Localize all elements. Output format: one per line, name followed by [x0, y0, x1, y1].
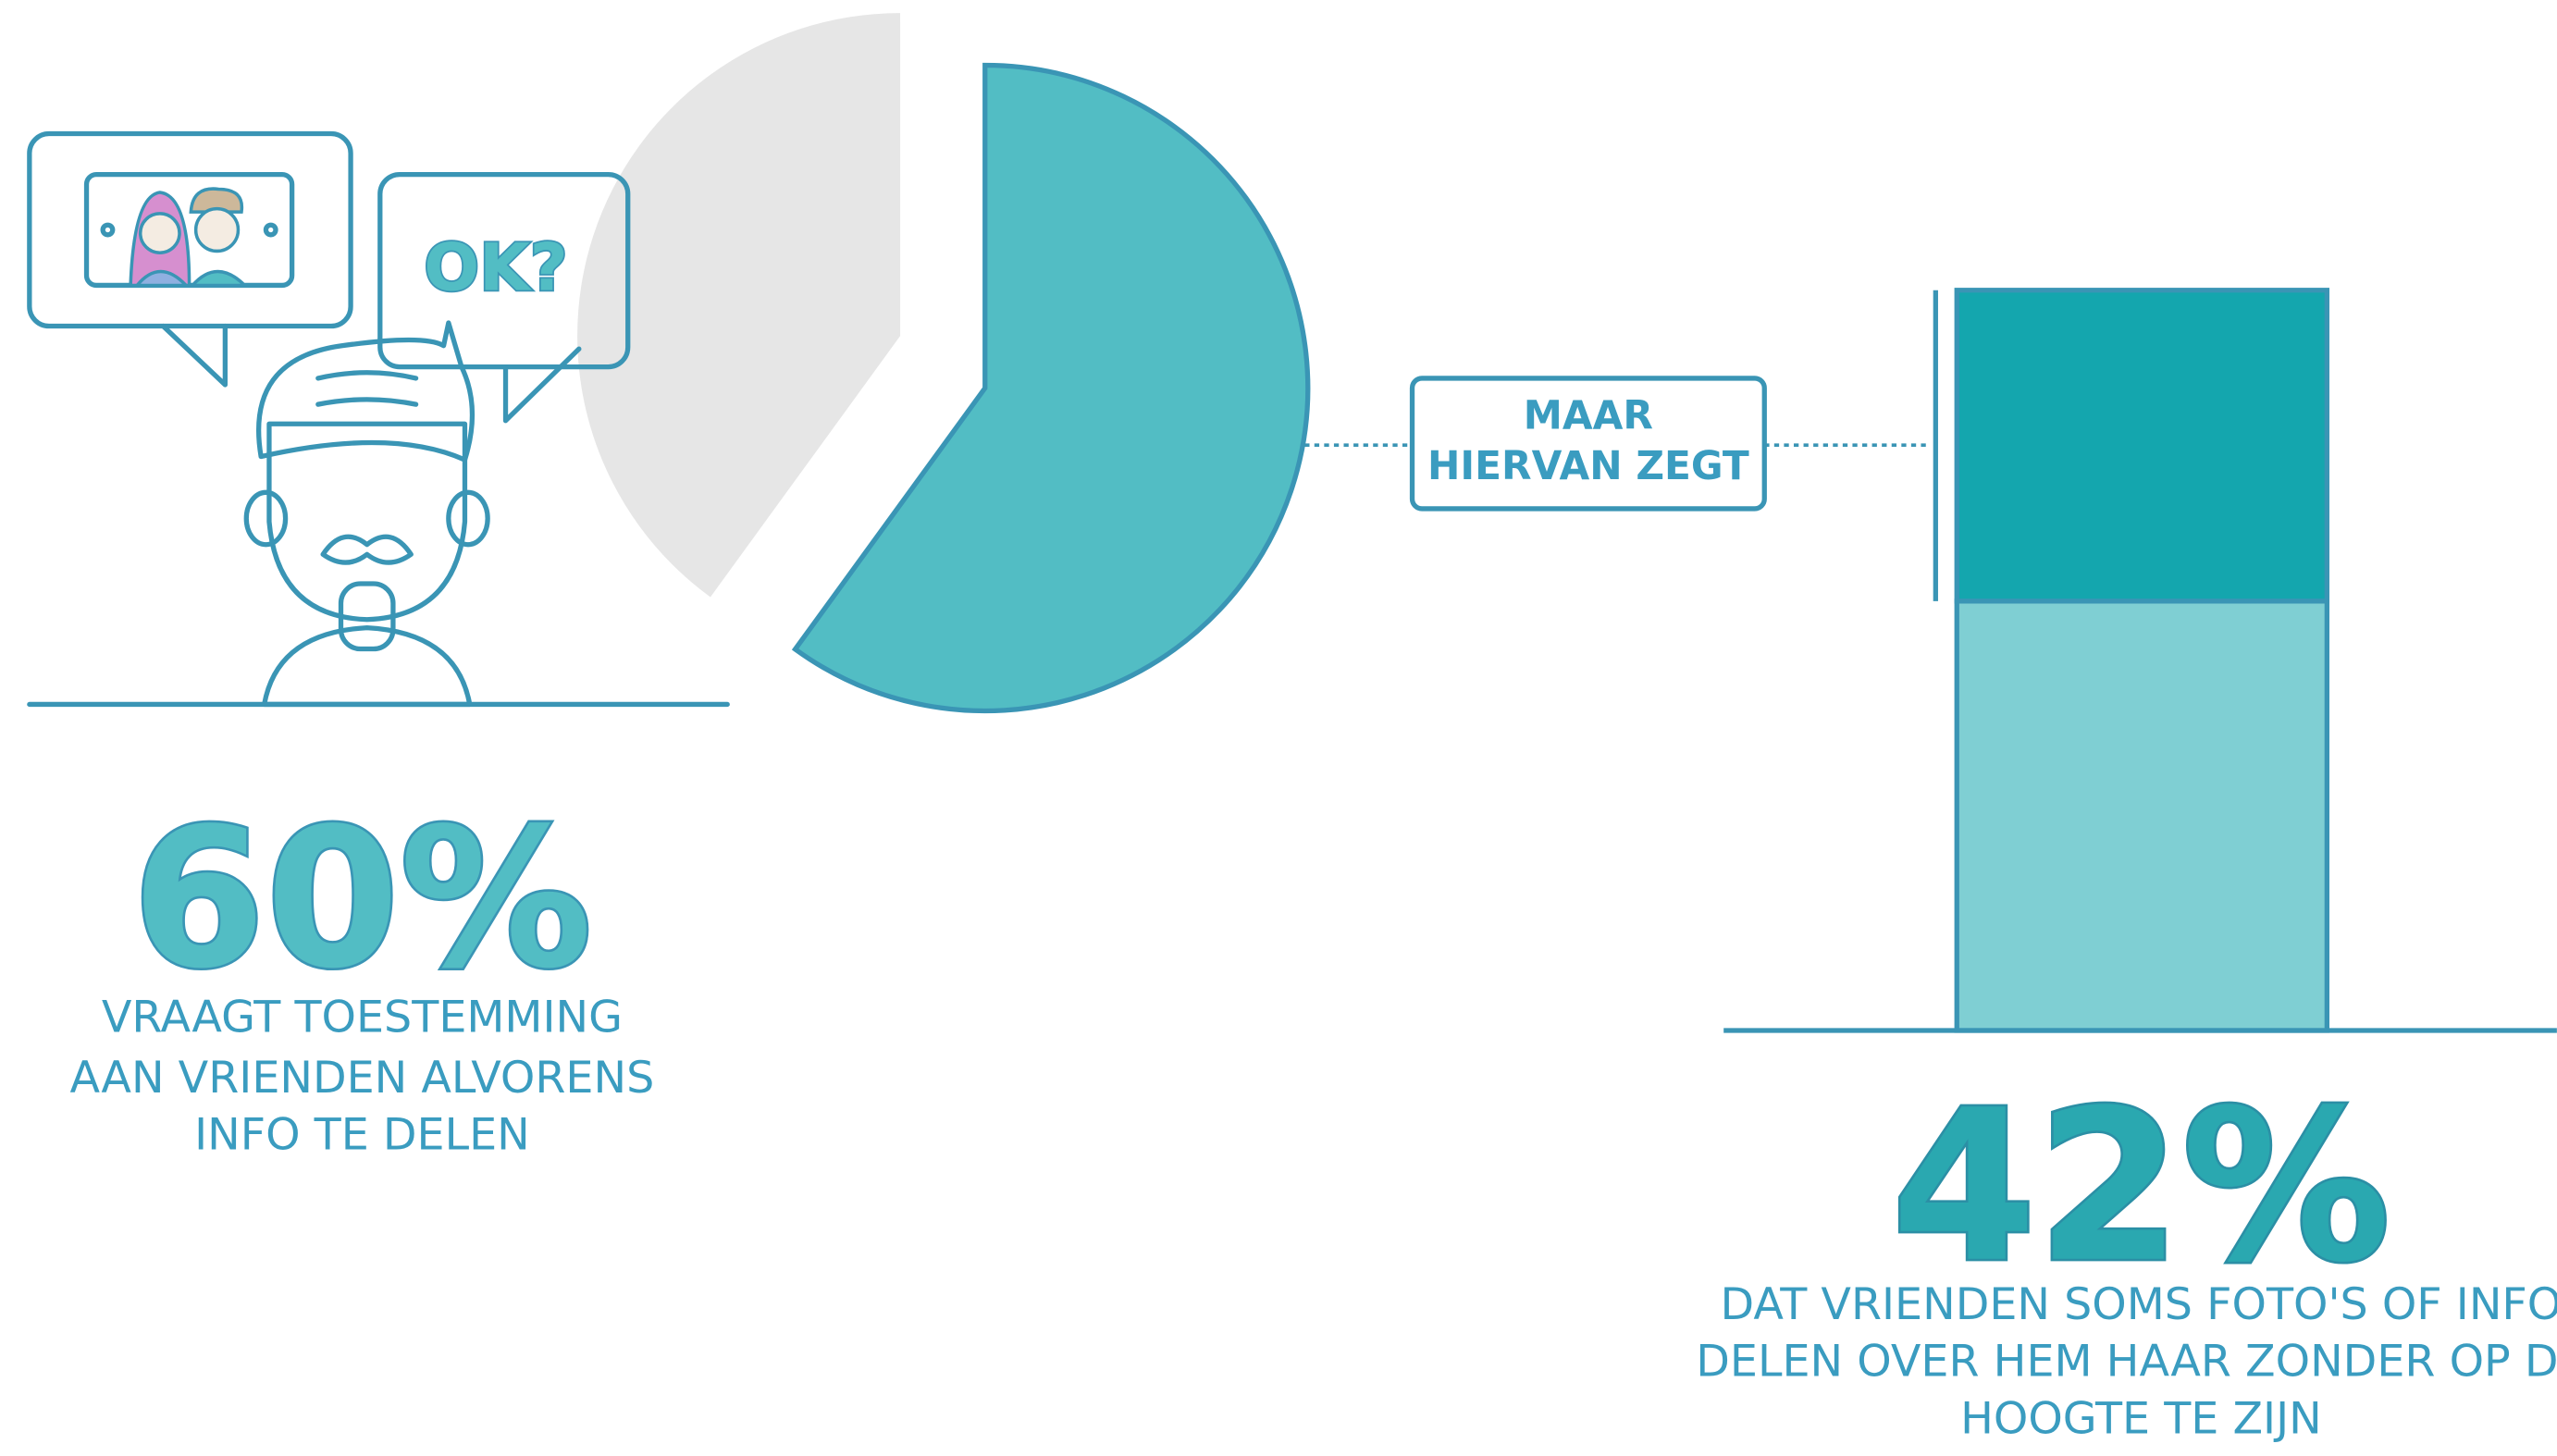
- caption: AAN VRIENDEN ALVORENS: [70, 1053, 655, 1104]
- infographic: OK? MAAR HIERVAN ZEGT 60% VRAAGT TOESTEM…: [0, 0, 2557, 1456]
- caption: HOOGTE TE ZIJN: [1960, 1393, 2322, 1444]
- caption: DELEN OVER HEM HAAR ZONDER OP DE: [1696, 1337, 2557, 1388]
- caption: DAT VRIENDEN SOMS FOTO'S OF INFO: [1721, 1279, 2557, 1330]
- caption: VRAAGT TOESTEMMING: [102, 993, 623, 1043]
- callout-text: MAAR: [1524, 393, 1653, 438]
- pie-value-label: 60%: [132, 787, 593, 1011]
- callout-text: HIERVAN ZEGT: [1427, 443, 1749, 488]
- caption: INFO TE DELEN: [194, 1110, 530, 1161]
- bar-value-label: 42%: [1891, 1067, 2390, 1309]
- bubble-text: OK?: [424, 230, 567, 306]
- bar-segment: [1957, 290, 2327, 601]
- bar-segment: [1957, 601, 2327, 1030]
